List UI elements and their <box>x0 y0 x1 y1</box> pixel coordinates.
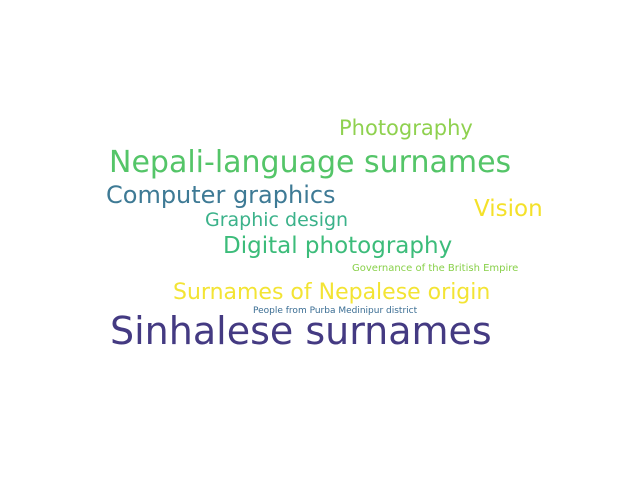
word-digital-photography: Digital photography <box>223 233 453 259</box>
word-computer-graphics: Computer graphics <box>106 181 336 209</box>
word-nepali-language-surnames: Nepali-language surnames <box>109 145 512 180</box>
word-people-purba-medinipur: People from Purba Medinipur district <box>253 306 418 316</box>
word-governance-british-empire: Governance of the British Empire <box>352 263 519 274</box>
word-vision: Vision <box>474 196 543 222</box>
word-surnames-nepalese-origin: Surnames of Nepalese origin <box>173 280 491 305</box>
word-photography: Photography <box>339 116 473 140</box>
word-sinhalese-surnames: Sinhalese surnames <box>110 309 492 353</box>
word-graphic-design: Graphic design <box>205 209 349 231</box>
